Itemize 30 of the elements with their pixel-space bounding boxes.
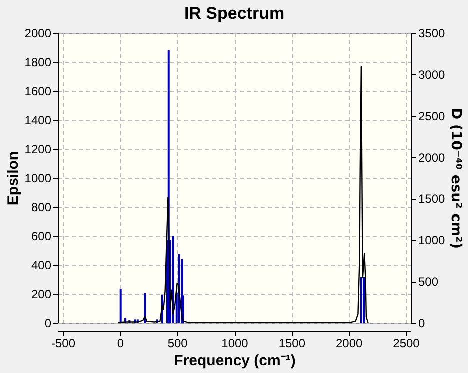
y-tick-label: 200 [31, 288, 52, 302]
y2-tick-label: 1500 [418, 192, 446, 206]
x-axis-title: Frequency (cm⁻¹) [174, 352, 296, 370]
y2-tick-label: 2000 [418, 150, 446, 165]
y-tick-label: 800 [31, 200, 52, 214]
x-tick-label: 0 [117, 336, 124, 350]
x-tick-label: -500 [51, 336, 76, 350]
y-tick-label: 600 [31, 230, 52, 244]
y2-tick-label: 3500 [418, 26, 446, 40]
y2-axis-title: D (10⁻⁴⁰ esu² cm²) [448, 108, 464, 250]
x-tick-label: 1000 [222, 336, 249, 350]
y2-tick-label: 0 [418, 316, 426, 330]
y-tick-label: 1600 [24, 84, 52, 98]
x-tick-label: 2500 [393, 336, 420, 350]
y2-tick-label: 2500 [418, 109, 446, 124]
x-tick-label: 2000 [336, 336, 364, 350]
y-tick-label: 400 [31, 258, 52, 272]
x-tick-label: 1500 [278, 336, 306, 350]
y-tick-label: 1400 [24, 114, 52, 128]
y-tick-label: 1800 [24, 56, 52, 70]
y-tick-label: 0 [44, 316, 52, 330]
y2-tick-label: 3000 [418, 68, 446, 82]
y-tick-label: 2000 [24, 26, 52, 40]
y-tick-label: 1000 [24, 172, 52, 186]
y-axis-title: Epsilon [4, 151, 22, 206]
y2-tick-label: 500 [418, 275, 439, 290]
y2-tick-label: 1000 [418, 234, 446, 248]
chart-title: IR Spectrum [184, 4, 285, 23]
y-tick-label: 1200 [24, 142, 52, 156]
x-tick-label: 500 [168, 336, 188, 350]
